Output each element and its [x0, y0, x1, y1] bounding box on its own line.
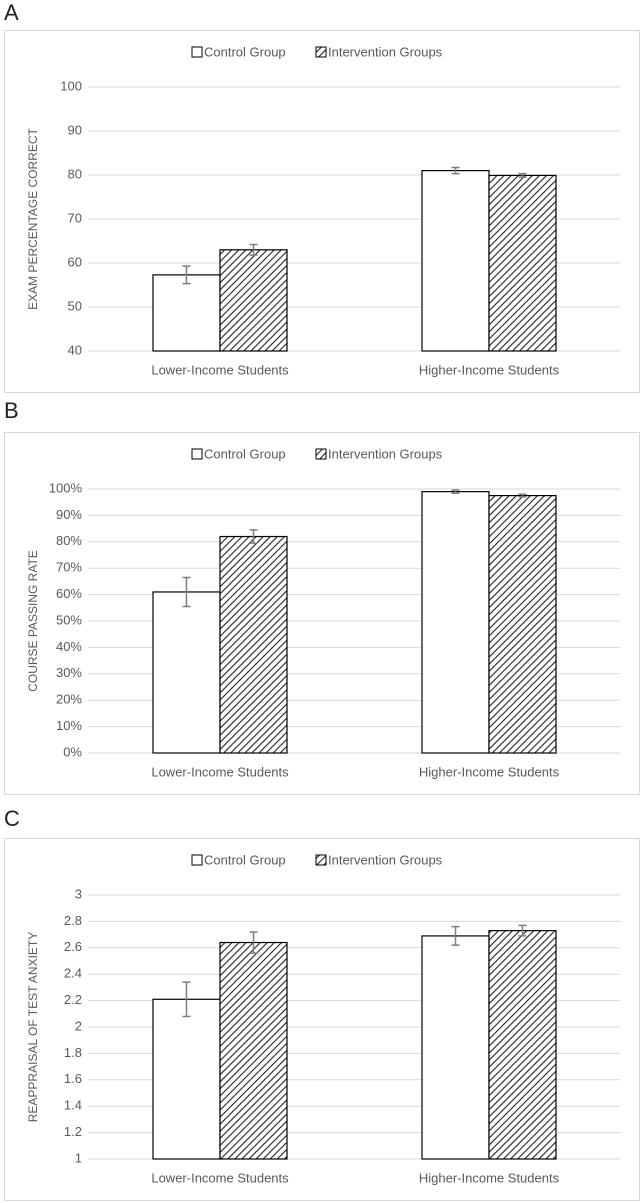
bar: [488, 495, 557, 754]
legend-swatch: [191, 854, 203, 866]
y-tick-label: 40: [68, 342, 82, 357]
y-tick-label: 10%: [56, 718, 82, 733]
error-bar: [518, 493, 527, 498]
y-tick-label: 70: [68, 210, 82, 225]
panel-label: B: [4, 398, 19, 423]
x-tick-label: Higher-Income Students: [419, 764, 560, 779]
legend-label: Intervention Groups: [328, 44, 443, 59]
legend-swatch: [315, 46, 327, 58]
x-tick-label: Higher-Income Students: [419, 1170, 560, 1185]
error-bar: [451, 166, 460, 175]
x-tick-label: Lower-Income Students: [151, 1170, 289, 1185]
y-tick-label: 2.4: [64, 966, 82, 981]
bar: [152, 998, 221, 1160]
y-tick-label: 0%: [63, 744, 82, 759]
chart-frame: [4, 30, 640, 393]
y-tick-label: 1: [75, 1150, 82, 1165]
y-tick-label: 40%: [56, 639, 82, 654]
bar: [152, 591, 221, 754]
y-tick-label: 30%: [56, 665, 82, 680]
y-tick-label: 2.2: [64, 992, 82, 1007]
y-tick-label: 60%: [56, 586, 82, 601]
error-bar: [249, 243, 258, 256]
legend-swatch: [315, 854, 327, 866]
y-tick-label: 2: [75, 1018, 82, 1033]
bar: [488, 174, 557, 352]
error-bar: [451, 489, 460, 494]
y-tick-label: 70%: [56, 560, 82, 575]
y-tick-label: 50: [68, 298, 82, 313]
chart-frame: [4, 838, 640, 1201]
error-bar: [182, 265, 191, 285]
legend-label: Control Group: [204, 44, 286, 59]
panel-label: A: [4, 0, 19, 25]
panel-label: C: [4, 806, 20, 831]
bar: [421, 170, 490, 352]
chart-frame: [4, 432, 640, 795]
error-bar: [249, 931, 258, 954]
y-tick-label: 100%: [49, 480, 83, 495]
y-tick-label: 80%: [56, 533, 82, 548]
y-tick-label: 60: [68, 254, 82, 269]
error-bar: [182, 981, 191, 1018]
error-bar: [518, 924, 527, 937]
bar: [421, 935, 490, 1160]
error-bar: [518, 172, 527, 178]
bar: [488, 930, 557, 1160]
legend-swatch: [191, 46, 203, 58]
y-tick-label: 80: [68, 166, 82, 181]
y-axis-label: COURSE PASSING RATE: [26, 550, 40, 692]
legend-label: Intervention Groups: [328, 852, 443, 867]
legend-label: Intervention Groups: [328, 446, 443, 461]
y-tick-label: 1.8: [64, 1045, 82, 1060]
y-tick-label: 20%: [56, 692, 82, 707]
y-tick-label: 1.2: [64, 1124, 82, 1139]
x-tick-label: Lower-Income Students: [151, 764, 289, 779]
y-tick-label: 90%: [56, 507, 82, 522]
legend-label: Control Group: [204, 852, 286, 867]
y-tick-label: 100: [60, 78, 82, 93]
y-tick-label: 2.6: [64, 939, 82, 954]
x-tick-label: Higher-Income Students: [419, 362, 560, 377]
y-axis-label: EXAM PERCENTAGE CORRECT: [26, 127, 40, 309]
bar: [152, 274, 221, 352]
y-tick-label: 2.8: [64, 913, 82, 928]
y-tick-label: 3: [75, 886, 82, 901]
error-bar: [249, 529, 258, 544]
y-tick-label: 1.4: [64, 1098, 82, 1113]
bar: [219, 535, 288, 754]
legend-swatch: [191, 448, 203, 460]
error-bar: [451, 925, 460, 946]
y-tick-label: 50%: [56, 612, 82, 627]
error-bar: [182, 576, 191, 608]
bar: [421, 491, 490, 754]
y-axis-label: REAPPRAISAL OF TEST ANXIETY: [26, 932, 40, 1123]
bar: [219, 249, 288, 352]
legend-swatch: [315, 448, 327, 460]
bar: [219, 941, 288, 1160]
x-tick-label: Lower-Income Students: [151, 362, 289, 377]
y-tick-label: 1.6: [64, 1071, 82, 1086]
y-tick-label: 90: [68, 122, 82, 137]
legend-label: Control Group: [204, 446, 286, 461]
